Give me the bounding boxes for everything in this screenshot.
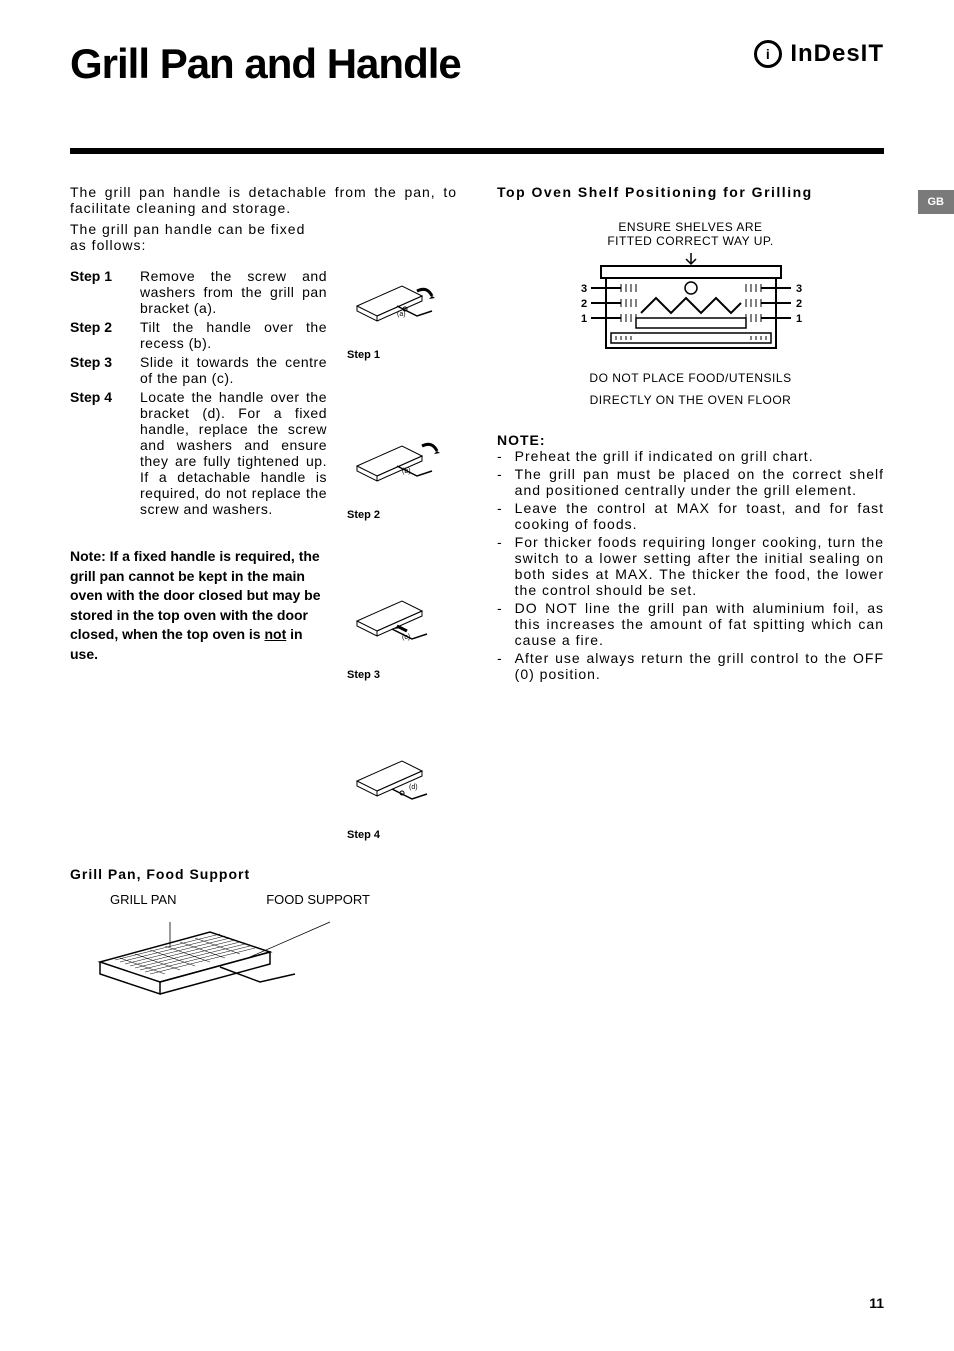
page-title: Grill Pan and Handle bbox=[70, 40, 461, 88]
note-item-3: Leave the control at MAX for toast, and … bbox=[497, 500, 884, 532]
step-1-figure: (a) Step 1 bbox=[347, 261, 457, 361]
step-4-caption: Step 4 bbox=[347, 829, 457, 841]
right-column: Top Oven Shelf Positioning for Grilling … bbox=[497, 184, 884, 1017]
step-2-figure: (b) Step 2 bbox=[347, 421, 457, 521]
fixed-handle-note: Note: If a fixed handle is required, the… bbox=[70, 547, 327, 665]
intro-text-1: The grill pan handle is detachable from … bbox=[70, 184, 457, 216]
step-3-desc: Slide it towards the centre of the pan (… bbox=[140, 354, 327, 386]
note-item-1: Preheat the grill if indicated on grill … bbox=[497, 448, 884, 464]
note-item-6: After use always return the grill contro… bbox=[497, 650, 884, 682]
label-food-support: FOOD SUPPORT bbox=[266, 892, 370, 907]
oven-figure: ENSURE SHELVES ARE FITTED CORRECT WAY UP… bbox=[497, 220, 884, 407]
svg-text:(b): (b) bbox=[402, 468, 411, 475]
region-tab: GB bbox=[918, 190, 954, 214]
svg-text:2: 2 bbox=[796, 298, 802, 310]
notes-title: NOTE: bbox=[497, 432, 884, 448]
grill-pan-figure: GRILL PAN FOOD SUPPORT bbox=[70, 892, 370, 1017]
svg-text:2: 2 bbox=[581, 298, 587, 310]
svg-text:3: 3 bbox=[581, 283, 587, 295]
step-1-caption: Step 1 bbox=[347, 349, 457, 361]
step-1-desc: Remove the screw and washers from the gr… bbox=[140, 268, 327, 316]
intro-text-2: The grill pan handle can be fixed as fol… bbox=[70, 221, 327, 253]
svg-text:(c): (c) bbox=[402, 634, 410, 641]
note-item-5: DO NOT line the grill pan with aluminium… bbox=[497, 600, 884, 648]
pan-section-heading: Grill Pan, Food Support bbox=[70, 866, 457, 882]
brand-logo: i InDesIT bbox=[754, 40, 884, 68]
step-4-desc: Locate the handle over the bracket (d). … bbox=[140, 389, 327, 517]
logo-icon: i bbox=[754, 40, 782, 68]
right-heading: Top Oven Shelf Positioning for Grilling bbox=[497, 184, 884, 200]
note-item-2: The grill pan must be placed on the corr… bbox=[497, 466, 884, 498]
step-2-desc: Tilt the handle over the recess (b). bbox=[140, 319, 327, 351]
svg-text:(a): (a) bbox=[397, 311, 406, 318]
svg-text:1: 1 bbox=[581, 313, 587, 325]
page-number: 11 bbox=[869, 1295, 884, 1311]
step-1-label: Step 1 bbox=[70, 268, 125, 316]
divider-bar bbox=[70, 148, 884, 154]
svg-text:(d): (d) bbox=[409, 784, 418, 791]
step-3-caption: Step 3 bbox=[347, 669, 457, 681]
brand-name: InDesIT bbox=[790, 40, 884, 68]
notes-section: NOTE: Preheat the grill if indicated on … bbox=[497, 432, 884, 682]
step-2-caption: Step 2 bbox=[347, 509, 457, 521]
left-column: The grill pan handle is detachable from … bbox=[70, 184, 457, 1017]
step-2-label: Step 2 bbox=[70, 319, 125, 351]
step-3-figure: (c) Step 3 bbox=[347, 581, 457, 681]
step-3-label: Step 3 bbox=[70, 354, 125, 386]
step-4-figure: (d) Step 4 bbox=[347, 741, 457, 841]
svg-text:3: 3 bbox=[796, 283, 802, 295]
step-4-label: Step 4 bbox=[70, 389, 125, 517]
svg-text:1: 1 bbox=[796, 313, 802, 325]
label-grill-pan: GRILL PAN bbox=[110, 892, 176, 907]
note-item-4: For thicker foods requiring longer cooki… bbox=[497, 534, 884, 598]
